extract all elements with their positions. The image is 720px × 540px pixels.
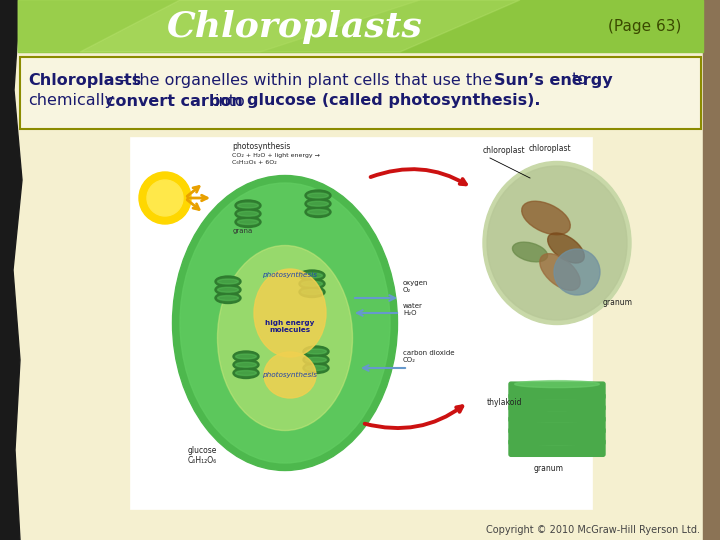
Ellipse shape bbox=[238, 203, 258, 208]
Ellipse shape bbox=[302, 289, 323, 294]
Polygon shape bbox=[0, 0, 22, 540]
Text: convert carbon: convert carbon bbox=[106, 93, 243, 109]
Ellipse shape bbox=[540, 254, 580, 291]
Circle shape bbox=[147, 180, 183, 216]
Ellipse shape bbox=[235, 354, 256, 359]
Ellipse shape bbox=[217, 295, 238, 300]
FancyBboxPatch shape bbox=[509, 405, 605, 422]
Text: Copyright © 2010 McGraw-Hill Ryerson Ltd.: Copyright © 2010 McGraw-Hill Ryerson Ltd… bbox=[486, 525, 700, 535]
Text: photosynthesis: photosynthesis bbox=[232, 142, 290, 151]
Ellipse shape bbox=[303, 354, 329, 365]
Ellipse shape bbox=[307, 210, 328, 214]
Text: thylakoid: thylakoid bbox=[487, 398, 523, 407]
Text: CO₂ + H₂O + light energy →: CO₂ + H₂O + light energy → bbox=[232, 153, 320, 158]
Ellipse shape bbox=[302, 281, 323, 286]
Ellipse shape bbox=[215, 293, 241, 303]
Ellipse shape bbox=[515, 381, 599, 388]
Ellipse shape bbox=[299, 287, 325, 298]
Text: high energy
molecules: high energy molecules bbox=[265, 320, 315, 333]
Ellipse shape bbox=[303, 362, 329, 374]
Ellipse shape bbox=[299, 278, 325, 289]
Text: chloroplast: chloroplast bbox=[483, 146, 526, 155]
FancyBboxPatch shape bbox=[509, 394, 605, 410]
Ellipse shape bbox=[305, 349, 326, 354]
Text: glucose (called photosynthesis).: glucose (called photosynthesis). bbox=[247, 93, 541, 109]
Ellipse shape bbox=[217, 279, 238, 284]
Ellipse shape bbox=[483, 161, 631, 325]
Text: into: into bbox=[215, 93, 246, 109]
Ellipse shape bbox=[305, 366, 326, 370]
FancyBboxPatch shape bbox=[509, 416, 605, 434]
Bar bbox=[703, 0, 720, 540]
Ellipse shape bbox=[235, 362, 256, 367]
Text: granum: granum bbox=[603, 298, 633, 307]
Polygon shape bbox=[80, 0, 520, 52]
Text: water
H₂O: water H₂O bbox=[403, 303, 423, 316]
Ellipse shape bbox=[303, 346, 329, 357]
Text: glucose
C₆H₁₂O₆: glucose C₆H₁₂O₆ bbox=[187, 446, 217, 465]
Bar bbox=[18, 0, 703, 52]
Ellipse shape bbox=[307, 193, 328, 198]
Text: Sun’s energy: Sun’s energy bbox=[494, 72, 613, 87]
Ellipse shape bbox=[233, 359, 259, 370]
Text: carbon dioxide
CO₂: carbon dioxide CO₂ bbox=[403, 350, 454, 363]
Circle shape bbox=[554, 249, 600, 295]
FancyBboxPatch shape bbox=[509, 382, 605, 399]
Text: photosynthesis: photosynthesis bbox=[263, 272, 318, 278]
Ellipse shape bbox=[215, 284, 241, 295]
Ellipse shape bbox=[522, 201, 570, 235]
Polygon shape bbox=[18, 0, 420, 52]
Ellipse shape bbox=[217, 246, 353, 430]
Text: (Page 63): (Page 63) bbox=[608, 19, 682, 35]
Ellipse shape bbox=[302, 273, 323, 278]
Ellipse shape bbox=[180, 183, 390, 463]
FancyBboxPatch shape bbox=[20, 57, 701, 129]
Ellipse shape bbox=[548, 233, 585, 263]
Ellipse shape bbox=[254, 269, 326, 357]
Bar bbox=[130, 137, 592, 509]
Text: oxygen
O₂: oxygen O₂ bbox=[403, 280, 428, 293]
Text: grana: grana bbox=[233, 228, 253, 234]
Text: chloroplast: chloroplast bbox=[529, 144, 572, 153]
Ellipse shape bbox=[515, 403, 599, 410]
Ellipse shape bbox=[233, 368, 259, 379]
Text: to: to bbox=[572, 72, 588, 87]
Ellipse shape bbox=[515, 415, 599, 422]
Ellipse shape bbox=[305, 206, 331, 218]
Ellipse shape bbox=[515, 427, 599, 434]
Text: photosynthesis: photosynthesis bbox=[263, 372, 318, 378]
Ellipse shape bbox=[487, 166, 627, 320]
Ellipse shape bbox=[513, 242, 547, 262]
Ellipse shape bbox=[305, 190, 331, 201]
Ellipse shape bbox=[305, 357, 326, 362]
Ellipse shape bbox=[515, 392, 599, 399]
Ellipse shape bbox=[233, 351, 259, 362]
Ellipse shape bbox=[235, 200, 261, 211]
FancyBboxPatch shape bbox=[509, 440, 605, 456]
Ellipse shape bbox=[235, 208, 261, 219]
Ellipse shape bbox=[235, 217, 261, 227]
Ellipse shape bbox=[515, 438, 599, 445]
Ellipse shape bbox=[238, 220, 258, 225]
Ellipse shape bbox=[217, 287, 238, 292]
Text: Chloroplasts: Chloroplasts bbox=[28, 72, 141, 87]
Text: chemically: chemically bbox=[28, 93, 114, 109]
Ellipse shape bbox=[235, 370, 256, 375]
Ellipse shape bbox=[299, 270, 325, 281]
Text: C₆H₁₂O₆ + 6O₂: C₆H₁₂O₆ + 6O₂ bbox=[232, 160, 276, 165]
Text: granum: granum bbox=[534, 464, 564, 473]
Circle shape bbox=[139, 172, 191, 224]
Ellipse shape bbox=[173, 176, 397, 470]
Ellipse shape bbox=[238, 211, 258, 216]
FancyBboxPatch shape bbox=[509, 428, 605, 445]
Ellipse shape bbox=[264, 352, 316, 398]
Ellipse shape bbox=[305, 198, 331, 209]
Text: Chloroplasts: Chloroplasts bbox=[167, 10, 423, 44]
Ellipse shape bbox=[307, 201, 328, 206]
Text: – the organelles within plant cells that use the: – the organelles within plant cells that… bbox=[120, 72, 492, 87]
Ellipse shape bbox=[215, 276, 241, 287]
